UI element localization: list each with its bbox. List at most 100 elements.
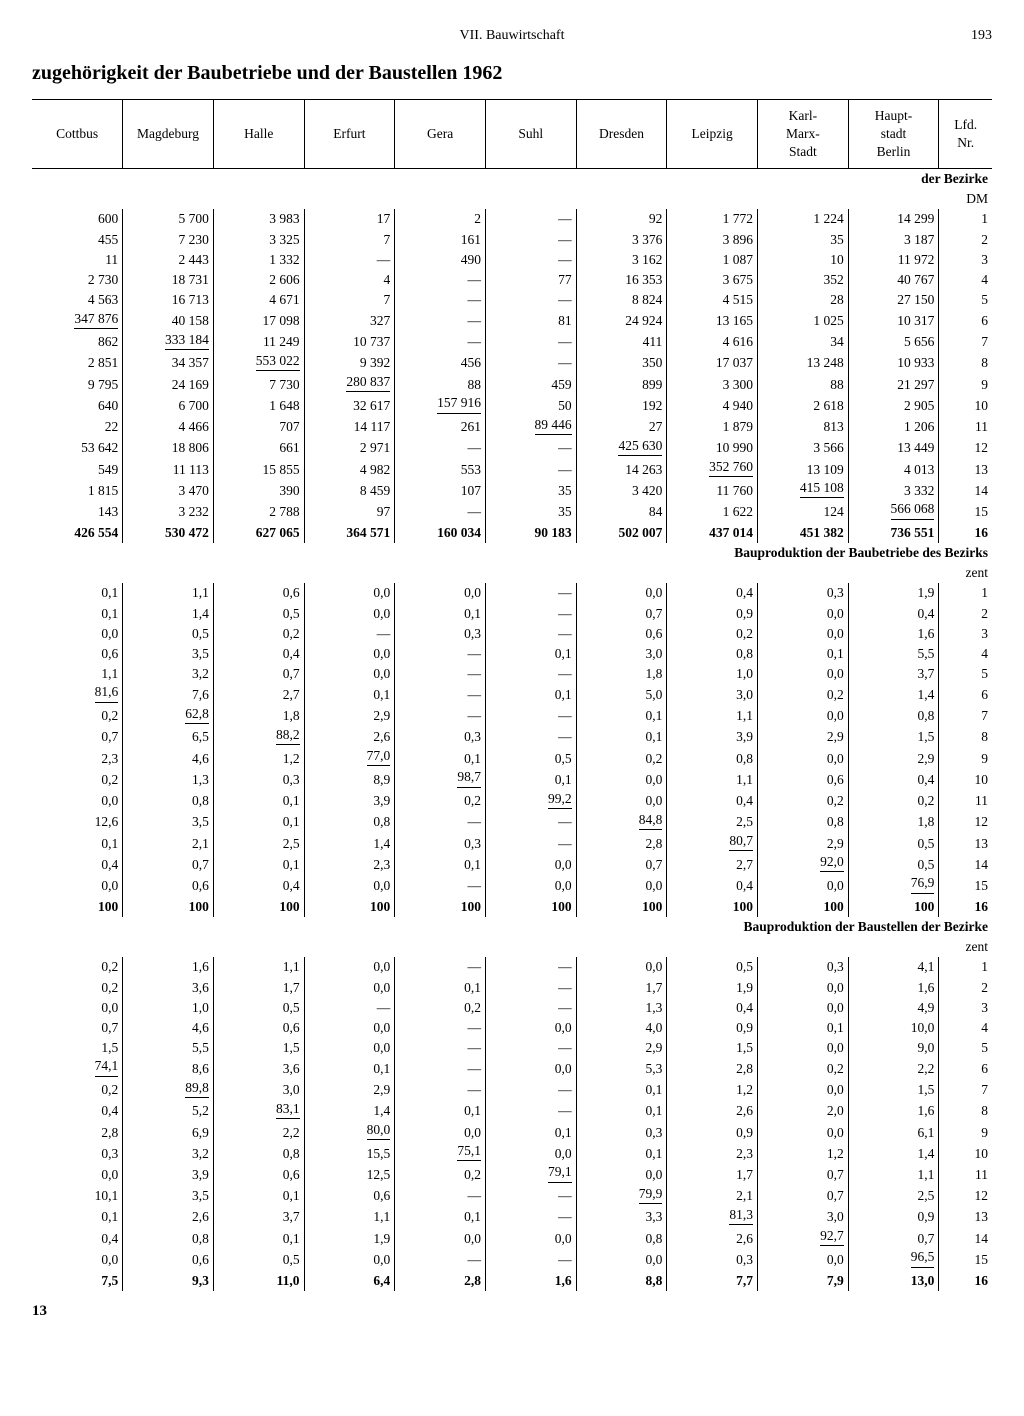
sum-cell: 100 <box>667 897 758 917</box>
table-row: 862333 18411 24910 737——4114 616345 6567 <box>32 332 992 353</box>
data-cell: 1,6 <box>848 978 939 998</box>
data-cell: 2,6 <box>304 727 395 748</box>
data-cell: 0,1 <box>485 1122 576 1143</box>
data-cell: — <box>485 812 576 833</box>
data-cell: 0,9 <box>667 1018 758 1038</box>
data-cell: 76,9 <box>848 875 939 896</box>
data-cell: 3,7 <box>213 1207 304 1228</box>
data-cell: 3 300 <box>667 374 758 395</box>
data-cell: 0,0 <box>758 748 849 769</box>
data-cell: 4,6 <box>123 1018 214 1038</box>
data-cell: — <box>485 209 576 229</box>
data-cell: 0,0 <box>576 769 667 790</box>
data-cell: 10 933 <box>848 353 939 374</box>
data-cell: 0,1 <box>304 684 395 705</box>
data-cell: 0,0 <box>758 1122 849 1143</box>
data-cell: 2 606 <box>213 270 304 290</box>
table-row: 2 73018 7312 6064—7716 3533 67535240 767… <box>32 270 992 290</box>
data-cell: 13 248 <box>758 353 849 374</box>
data-cell: 143 <box>32 502 123 523</box>
data-cell: 0,5 <box>485 748 576 769</box>
table-row: 53 64218 8066612 971——425 63010 9903 566… <box>32 438 992 459</box>
data-cell: 4,9 <box>848 998 939 1018</box>
sum-cell: 100 <box>304 897 395 917</box>
data-cell: — <box>304 624 395 644</box>
data-cell: 3,6 <box>123 978 214 998</box>
data-cell: — <box>395 438 486 459</box>
data-cell: 12,5 <box>304 1165 395 1186</box>
data-cell: 3,5 <box>123 644 214 664</box>
data-cell: 11 113 <box>123 459 214 480</box>
row-number: 7 <box>939 706 992 727</box>
data-cell: 0,4 <box>848 769 939 790</box>
data-cell: 1,2 <box>667 1080 758 1101</box>
data-cell: 0,1 <box>395 604 486 624</box>
table-row: 0,21,61,10,0——0,00,50,34,11 <box>32 957 992 977</box>
data-cell: 2,3 <box>667 1143 758 1164</box>
data-cell: 261 <box>395 417 486 438</box>
data-cell: 1,3 <box>576 998 667 1018</box>
data-cell: 707 <box>213 417 304 438</box>
data-cell: 124 <box>758 502 849 523</box>
data-cell: 18 806 <box>123 438 214 459</box>
data-cell: 11 <box>32 250 123 270</box>
data-cell: 411 <box>576 332 667 353</box>
data-cell: 0,0 <box>304 604 395 624</box>
data-cell: 899 <box>576 374 667 395</box>
data-cell: 11 972 <box>848 250 939 270</box>
data-cell: 3,6 <box>213 1058 304 1079</box>
page-title: zugehörigkeit der Baubetriebe und der Ba… <box>32 62 992 85</box>
row-number: 14 <box>939 480 992 501</box>
data-cell: 0,0 <box>32 791 123 812</box>
data-cell: 3,5 <box>123 812 214 833</box>
data-cell: 0,8 <box>213 1143 304 1164</box>
data-cell: 0,0 <box>32 1165 123 1186</box>
data-cell: 1 879 <box>667 417 758 438</box>
data-cell: 22 <box>32 417 123 438</box>
data-cell: 0,0 <box>485 1143 576 1164</box>
data-cell: 0,8 <box>123 791 214 812</box>
data-cell: 1,8 <box>848 812 939 833</box>
table-row: 0,40,80,11,90,00,00,82,692,70,714 <box>32 1228 992 1249</box>
data-cell: 14 117 <box>304 417 395 438</box>
data-cell: 3,9 <box>123 1165 214 1186</box>
data-cell: 96,5 <box>848 1249 939 1270</box>
table-row: 12,63,50,10,8——84,82,50,81,812 <box>32 812 992 833</box>
data-cell: 0,0 <box>485 1018 576 1038</box>
data-cell: 81 <box>485 311 576 332</box>
data-cell: 10 990 <box>667 438 758 459</box>
data-cell: 98,7 <box>395 769 486 790</box>
row-number: 11 <box>939 791 992 812</box>
data-cell: 9 795 <box>32 374 123 395</box>
table-row: 0,01,00,5—0,2—1,30,40,04,93 <box>32 998 992 1018</box>
data-cell: 1,4 <box>304 1101 395 1122</box>
data-cell: 14 263 <box>576 459 667 480</box>
table-row: 0,12,12,51,40,3—2,880,72,90,513 <box>32 833 992 854</box>
data-cell: 11 249 <box>213 332 304 353</box>
data-cell: 0,8 <box>667 748 758 769</box>
data-cell: 0,2 <box>848 791 939 812</box>
table-row: 4 56316 7134 6717——8 8244 5152827 1505 <box>32 290 992 310</box>
data-cell: 1,8 <box>213 706 304 727</box>
data-cell: 0,2 <box>32 978 123 998</box>
data-cell: — <box>395 1038 486 1058</box>
data-cell: 0,7 <box>576 854 667 875</box>
data-cell: 553 022 <box>213 353 304 374</box>
table-row: 6406 7001 64832 617157 916501924 9402 61… <box>32 395 992 416</box>
sum-cell: 100 <box>485 897 576 917</box>
data-cell: 1,1 <box>32 664 123 684</box>
data-cell: 9 392 <box>304 353 395 374</box>
data-cell: 1,5 <box>667 1038 758 1058</box>
column-header: Karl-Marx-Stadt <box>758 100 849 169</box>
data-cell: — <box>395 1080 486 1101</box>
data-cell: 11 760 <box>667 480 758 501</box>
data-cell: 2,7 <box>667 854 758 875</box>
data-cell: 7 <box>304 290 395 310</box>
data-cell: 4 013 <box>848 459 939 480</box>
data-cell: 0,2 <box>395 1165 486 1186</box>
data-cell: — <box>485 664 576 684</box>
data-cell: 1,9 <box>667 978 758 998</box>
data-cell: 1,9 <box>848 583 939 603</box>
table-row: 0,40,70,12,30,10,00,72,792,00,514 <box>32 854 992 875</box>
data-cell: 0,1 <box>576 706 667 727</box>
